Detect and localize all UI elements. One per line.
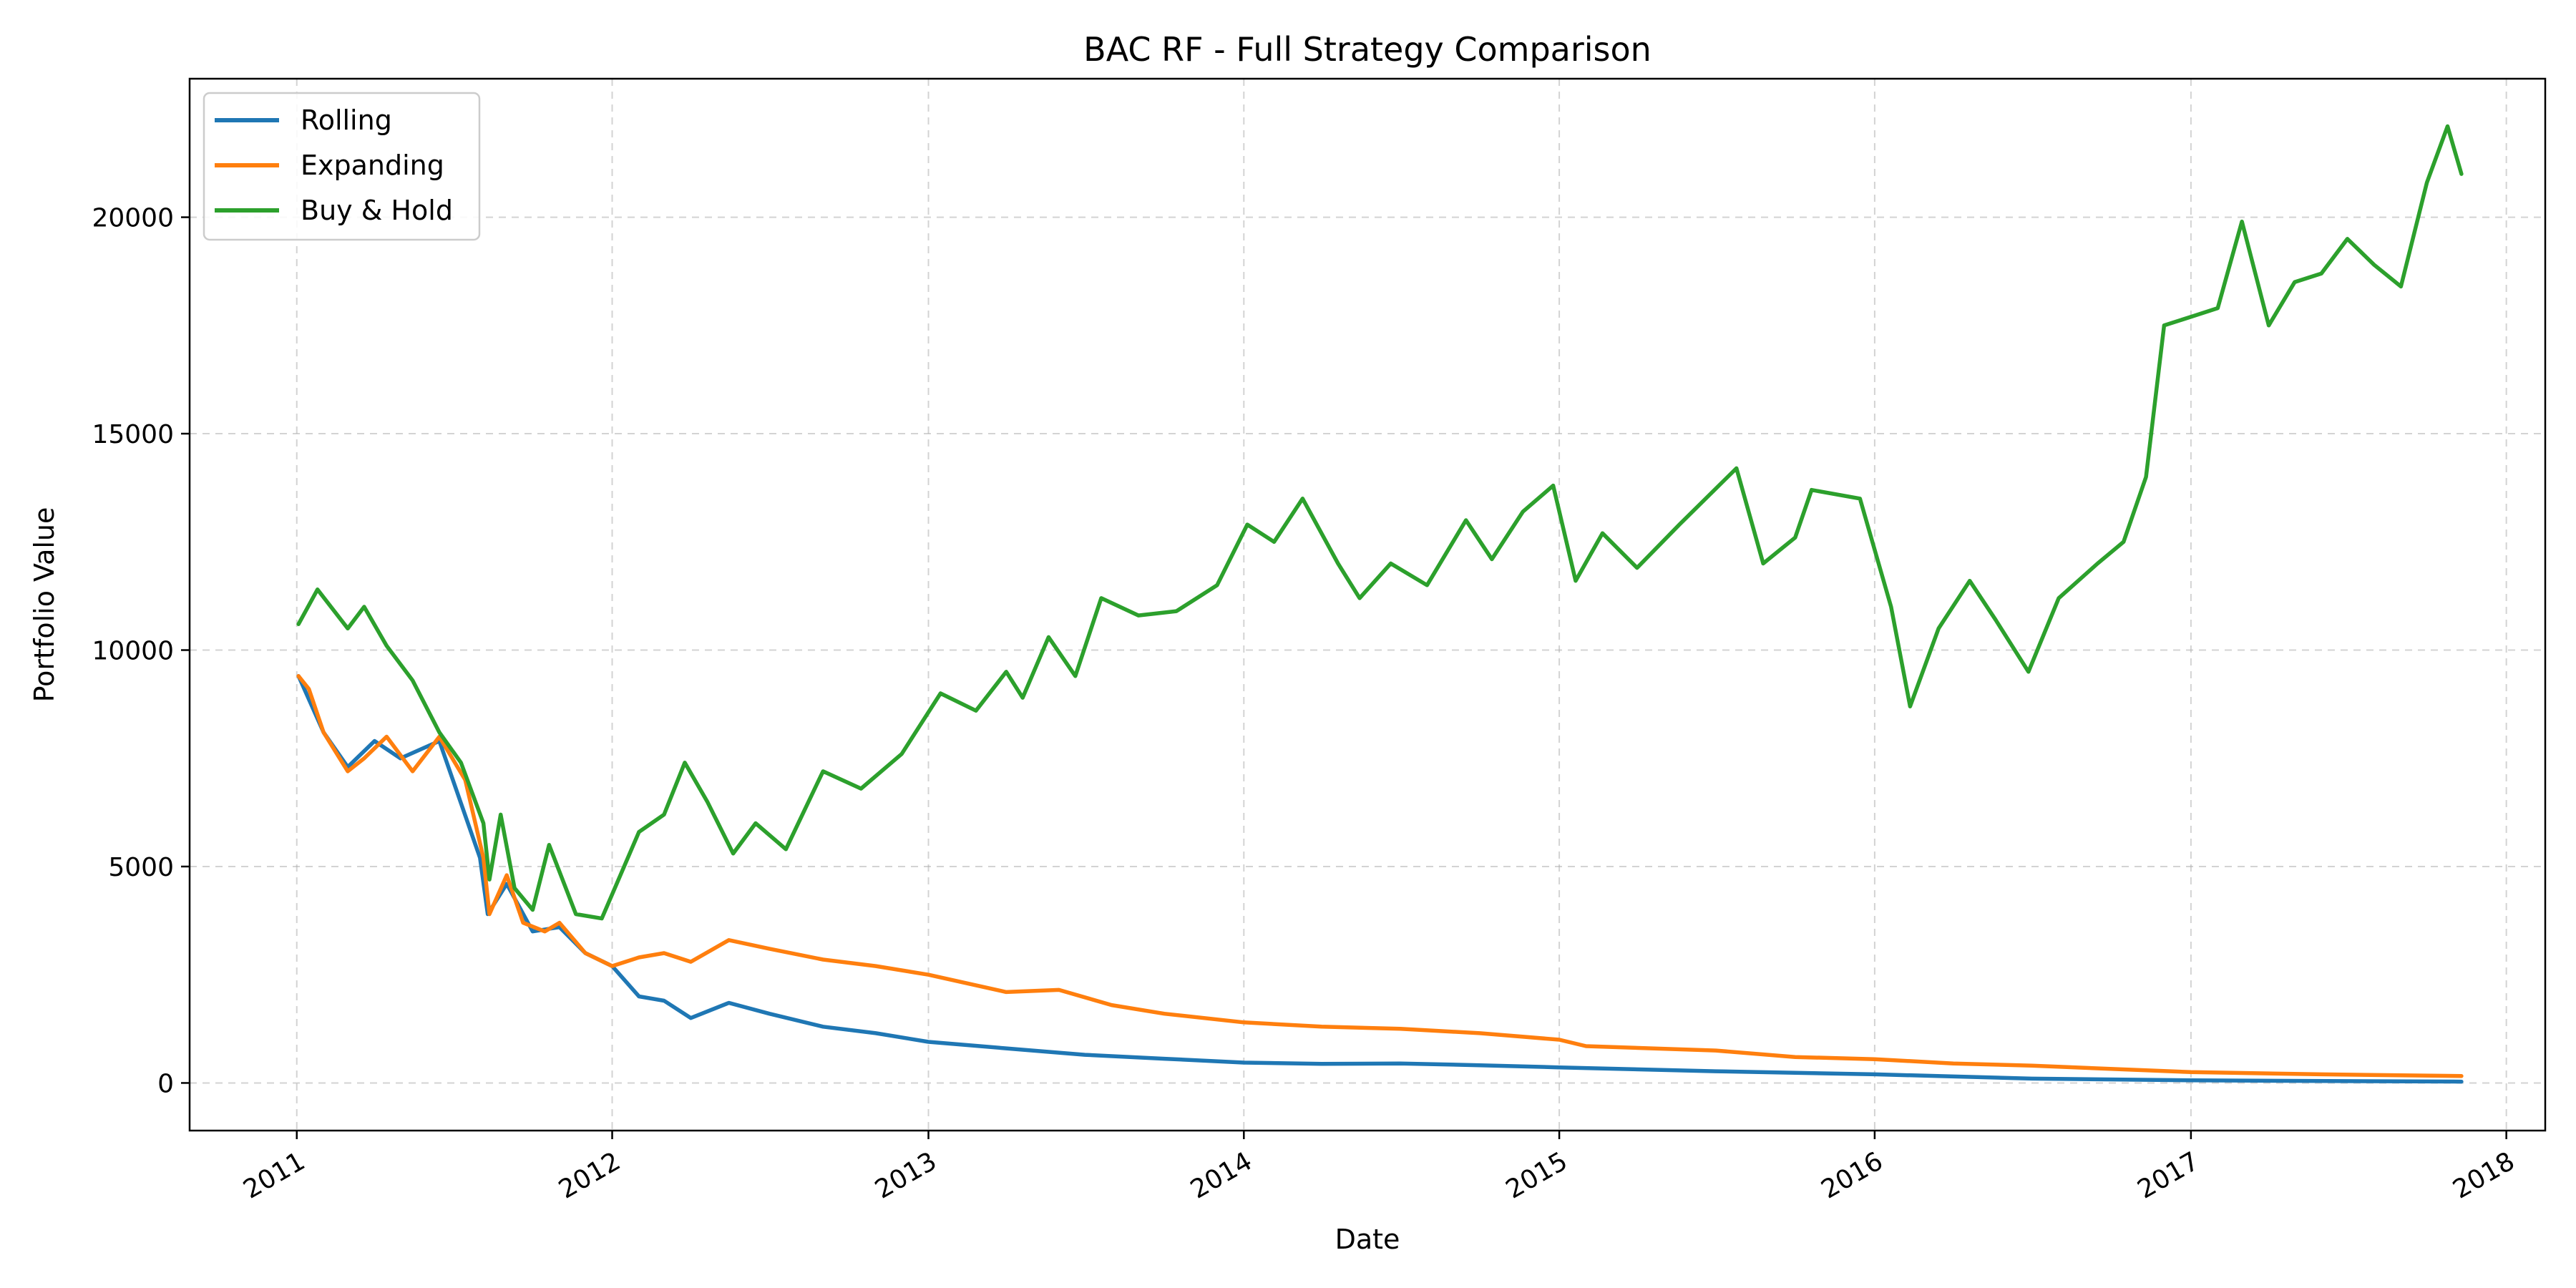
series-line-buy-hold	[296, 124, 2464, 921]
series-line-expanding	[296, 674, 2464, 1078]
y-tick-label: 5000	[108, 853, 174, 882]
y-tick-label: 10000	[92, 637, 174, 666]
legend-box	[203, 92, 481, 241]
legend-entry-label: Rolling	[301, 104, 392, 136]
plot-frame	[188, 77, 2547, 1132]
grid-layer	[190, 79, 2545, 1131]
legend-entry-label: Expanding	[301, 150, 444, 181]
y-axis-ticks: 0 5000 10000 15000 20000	[92, 204, 190, 1098]
y-tick-label: 0	[157, 1069, 174, 1098]
y-tick-label: 20000	[92, 204, 174, 233]
x-axis-label: Date	[1335, 1224, 1400, 1255]
series-line-rolling	[296, 674, 2464, 1084]
series-layer	[296, 124, 2464, 1084]
legend: Rolling Expanding Buy & Hold	[203, 92, 481, 241]
chart-title: BAC RF - Full Strategy Comparison	[1083, 30, 1652, 69]
y-tick-label: 15000	[92, 420, 174, 449]
y-axis-label: Portfolio Value	[29, 507, 60, 703]
legend-entry-label: Buy & Hold	[301, 195, 453, 226]
